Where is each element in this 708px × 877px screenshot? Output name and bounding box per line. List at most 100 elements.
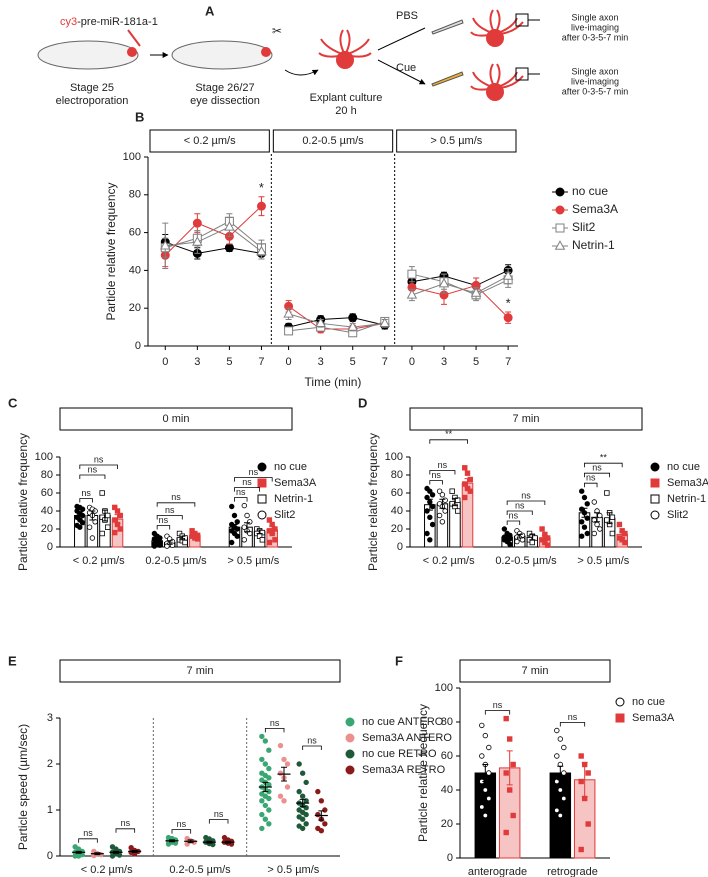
data-point (526, 530, 533, 537)
significance-label: ns (214, 809, 224, 819)
data-point (479, 753, 485, 759)
needle (127, 29, 141, 47)
data-point (449, 488, 455, 494)
error-bar (166, 540, 173, 545)
point (160, 239, 171, 250)
point (224, 221, 235, 231)
legend-label: Sema3A (572, 202, 618, 216)
significance-label: ns (121, 818, 131, 828)
legend-marker (650, 510, 660, 520)
imaging-label: Single axon (571, 66, 618, 76)
series-line (164, 205, 262, 256)
error-bar (206, 840, 213, 844)
significance-bracket (429, 480, 443, 485)
legend-marker (650, 494, 660, 504)
embryo (37, 40, 139, 70)
data-point (609, 530, 616, 537)
data-point (439, 519, 446, 525)
error-bar (464, 478, 471, 489)
y-tick-label: 40 (129, 264, 141, 276)
data-point (281, 798, 287, 804)
data-point (299, 793, 306, 799)
data-point (503, 715, 509, 722)
data-point (507, 541, 513, 547)
x-tick-label: < 0.2 µm/s (73, 555, 125, 567)
error-bar (619, 531, 626, 538)
pipette (431, 71, 464, 87)
error-bar (426, 498, 433, 511)
legend-label: no cue (274, 461, 307, 473)
data-point (510, 761, 516, 768)
point (438, 277, 450, 288)
step-caption: eye dissection (190, 95, 260, 107)
x-tick-label: 3 (318, 356, 324, 368)
facet-header: < 0.2 µm/s (184, 135, 236, 147)
error-bar (169, 839, 175, 843)
significance-bracket (78, 838, 98, 843)
data-point (117, 526, 123, 532)
annotation: * (506, 295, 511, 310)
data-point (272, 526, 278, 532)
data-point (114, 508, 121, 514)
x-tick-label: 7 (505, 356, 511, 368)
significance-bracket (234, 487, 261, 492)
data-point (322, 821, 328, 827)
error-bar (269, 525, 276, 534)
significance-label: ** (445, 429, 453, 439)
error-bar (76, 511, 83, 520)
data-point (594, 521, 600, 528)
significance-label: ns (431, 470, 441, 480)
imaging-label: live-imaging (571, 76, 619, 86)
legend-marker (345, 717, 355, 727)
y-tick-label: 0 (135, 340, 141, 352)
legend-marker (345, 765, 355, 775)
error-bar (89, 510, 96, 521)
significance-bracket (79, 464, 118, 469)
header: 7 min (513, 413, 540, 425)
data-point (436, 512, 443, 519)
error-bar (506, 750, 513, 786)
error-bar (231, 524, 238, 531)
data-point (244, 512, 250, 519)
data-point (89, 535, 96, 541)
data-point (578, 778, 584, 785)
data-point (112, 517, 118, 523)
panel-letter: D (358, 395, 367, 410)
data-point (262, 761, 269, 767)
error-bar (179, 535, 186, 541)
series-line (411, 269, 509, 287)
x-tick-label: 7 (258, 356, 264, 368)
x-tick-label: 0 (409, 356, 415, 368)
point (470, 287, 482, 297)
point (256, 201, 266, 211)
significance-bracket (559, 722, 586, 727)
facet-header-box (149, 129, 270, 153)
y-axis-label: Particle relative frequency (366, 433, 380, 571)
series-line (165, 226, 262, 252)
significance-bracket (156, 525, 171, 530)
y-tick-label: 20 (391, 523, 403, 535)
data-point (506, 787, 513, 793)
data-point (424, 530, 430, 537)
imaging-label: live-imaging (571, 22, 619, 32)
point (406, 289, 418, 299)
panel-letter: F (395, 653, 403, 668)
panel-letter: A (205, 3, 215, 18)
significance-bracket (234, 477, 273, 482)
error-bar (482, 764, 489, 782)
construct-label: cy3-pre-miR-181a-1 (60, 16, 158, 28)
data-point (229, 539, 235, 546)
error-bar (225, 840, 231, 844)
data-point (105, 524, 111, 530)
point (224, 243, 234, 253)
point (379, 317, 391, 328)
data-point (584, 501, 590, 507)
series-line (288, 320, 385, 334)
data-point (303, 811, 309, 818)
data-point (105, 512, 111, 519)
data-point (557, 787, 564, 793)
data-point (429, 492, 436, 498)
data-point (266, 782, 272, 788)
eye (127, 47, 137, 57)
